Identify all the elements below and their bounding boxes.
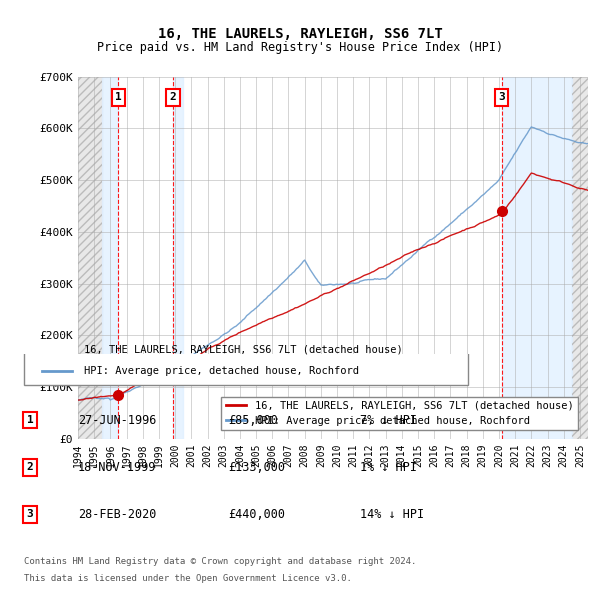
Text: Contains HM Land Registry data © Crown copyright and database right 2024.: Contains HM Land Registry data © Crown c…: [24, 557, 416, 566]
Legend: 16, THE LAURELS, RAYLEIGH, SS6 7LT (detached house), HPI: Average price, detache: 16, THE LAURELS, RAYLEIGH, SS6 7LT (deta…: [221, 396, 578, 430]
Text: 1% ↓ HPI: 1% ↓ HPI: [360, 461, 417, 474]
Bar: [102, 77, 118, 439]
Text: HPI: Average price, detached house, Rochford: HPI: Average price, detached house, Roch…: [84, 366, 359, 375]
Text: 16, THE LAURELS, RAYLEIGH, SS6 7LT (detached house): 16, THE LAURELS, RAYLEIGH, SS6 7LT (deta…: [84, 345, 403, 354]
Text: Price paid vs. HM Land Registry's House Price Index (HPI): Price paid vs. HM Land Registry's House …: [97, 41, 503, 54]
Text: 27-JUN-1996: 27-JUN-1996: [78, 414, 157, 427]
Text: 2: 2: [170, 93, 176, 103]
Text: 28-FEB-2020: 28-FEB-2020: [78, 508, 157, 521]
Bar: [572, 77, 596, 439]
Bar: [78, 77, 102, 439]
Text: 1: 1: [115, 93, 122, 103]
Bar: [572, 77, 596, 439]
Bar: [78, 77, 102, 439]
FancyBboxPatch shape: [24, 333, 468, 385]
Text: 3: 3: [498, 93, 505, 103]
Text: 14% ↓ HPI: 14% ↓ HPI: [360, 508, 424, 521]
Text: 2: 2: [26, 463, 34, 472]
Text: 1: 1: [26, 415, 34, 425]
Text: £85,000: £85,000: [228, 414, 278, 427]
Text: 7% ↓ HPI: 7% ↓ HPI: [360, 414, 417, 427]
Text: £440,000: £440,000: [228, 508, 285, 521]
Text: 18-NOV-1999: 18-NOV-1999: [78, 461, 157, 474]
Text: This data is licensed under the Open Government Licence v3.0.: This data is licensed under the Open Gov…: [24, 573, 352, 583]
Bar: [502, 77, 572, 439]
Bar: [173, 77, 183, 439]
Text: £133,000: £133,000: [228, 461, 285, 474]
Text: 3: 3: [26, 510, 34, 519]
Text: 16, THE LAURELS, RAYLEIGH, SS6 7LT: 16, THE LAURELS, RAYLEIGH, SS6 7LT: [158, 27, 442, 41]
